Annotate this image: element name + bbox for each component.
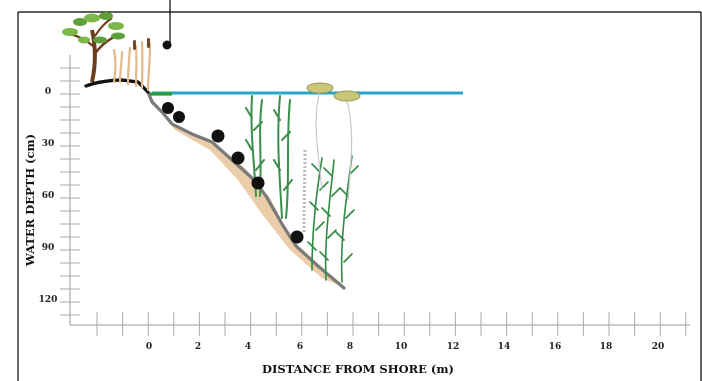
sediment-layer: [150, 96, 345, 288]
lily-pad-icon: [306, 82, 361, 102]
y-axis-ticks: [60, 67, 80, 316]
figure-frame: [17, 0, 702, 381]
x-axis-title: DISTANCE FROM SHORE (m): [262, 362, 454, 376]
shore-topsoil: [84, 78, 150, 94]
x-axis-ticks: [96, 312, 687, 336]
x-axis: 0 2 4 6 8 10 12 14 16 18 20 DISTANCE FRO…: [70, 312, 690, 376]
boulder-icon: [162, 102, 304, 244]
x-tick-label: 4: [245, 342, 251, 352]
x-axis-tick-labels: 0 2 4 6 8 10 12 14 16 18 20: [146, 342, 664, 352]
y-tick-label: 0: [45, 87, 51, 97]
y-tick-label: 90: [42, 243, 55, 253]
x-tick-label: 18: [600, 342, 613, 352]
x-tick-label: 6: [297, 342, 303, 352]
y-axis: 0 30 60 90 120 WATER DEPTH (cm): [23, 55, 80, 325]
y-axis-title: WATER DEPTH (cm): [23, 134, 37, 267]
x-tick-label: 16: [549, 342, 562, 352]
aquatic-plant-icon: [315, 89, 353, 201]
y-tick-label: 30: [42, 139, 55, 149]
x-tick-label: 2: [195, 342, 201, 352]
x-tick-label: 8: [347, 342, 353, 352]
x-tick-label: 10: [395, 342, 408, 352]
y-tick-label: 60: [42, 191, 55, 201]
aquatic-plant-icon: [302, 147, 307, 233]
x-tick-label: 20: [652, 342, 665, 352]
y-axis-tick-labels: 0 30 60 90 120: [39, 87, 58, 305]
x-tick-label: 0: [146, 342, 152, 352]
tree-icon: [62, 12, 125, 83]
y-tick-label: 120: [39, 295, 58, 305]
x-tick-label: 14: [498, 342, 511, 352]
reed-icon: [112, 38, 152, 92]
x-tick-label: 12: [447, 342, 460, 352]
